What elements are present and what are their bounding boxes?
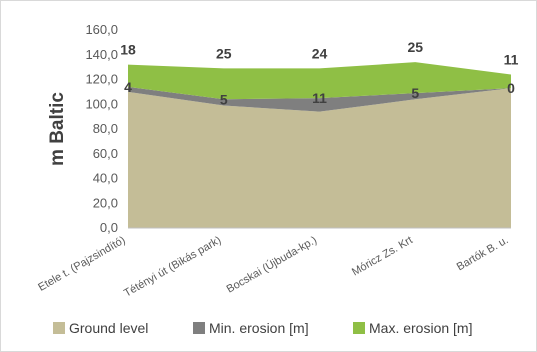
y-tick-label: 120,0 (85, 72, 118, 87)
data-label: 24 (312, 45, 328, 61)
area (128, 62, 511, 100)
legend-swatch (353, 322, 365, 334)
y-tick-label: 40,0 (93, 171, 118, 186)
y-tick-label: 60,0 (93, 146, 118, 161)
y-tick-label: 160,0 (85, 22, 118, 37)
y-tick-label: 20,0 (93, 195, 118, 210)
x-tick-label: Móricz Zs. Krt (350, 234, 415, 278)
x-tick-label: Tétényi út (Bikás park) (122, 234, 223, 299)
legend-swatch (193, 322, 205, 334)
data-label: 5 (220, 91, 228, 107)
y-tick-label: 100,0 (85, 96, 118, 111)
area (128, 88, 511, 228)
data-label: 5 (411, 85, 419, 101)
legend-label: Min. erosion [m] (209, 320, 309, 336)
y-tick-label: 140,0 (85, 47, 118, 62)
legend-label: Max. erosion [m] (369, 320, 472, 336)
x-tick-label: Bartók B. u. (455, 234, 511, 273)
legend-swatch (53, 322, 65, 334)
data-label: 25 (407, 39, 423, 55)
x-tick-label: Bocskai (Újbuda-kp.) (224, 233, 319, 295)
data-label: 11 (504, 52, 519, 68)
y-tick-label: 0,0 (100, 220, 118, 235)
data-label: 25 (216, 45, 232, 61)
x-tick-label: Etele t. (Pajzsindító) (36, 234, 127, 294)
y-axis-title: m Baltic (47, 92, 68, 166)
data-label: 11 (312, 90, 327, 106)
data-label: 0 (507, 80, 515, 96)
y-tick-label: 80,0 (93, 121, 118, 136)
legend-label: Ground level (69, 320, 148, 336)
data-label: 4 (124, 79, 132, 95)
data-label: 18 (120, 42, 136, 58)
